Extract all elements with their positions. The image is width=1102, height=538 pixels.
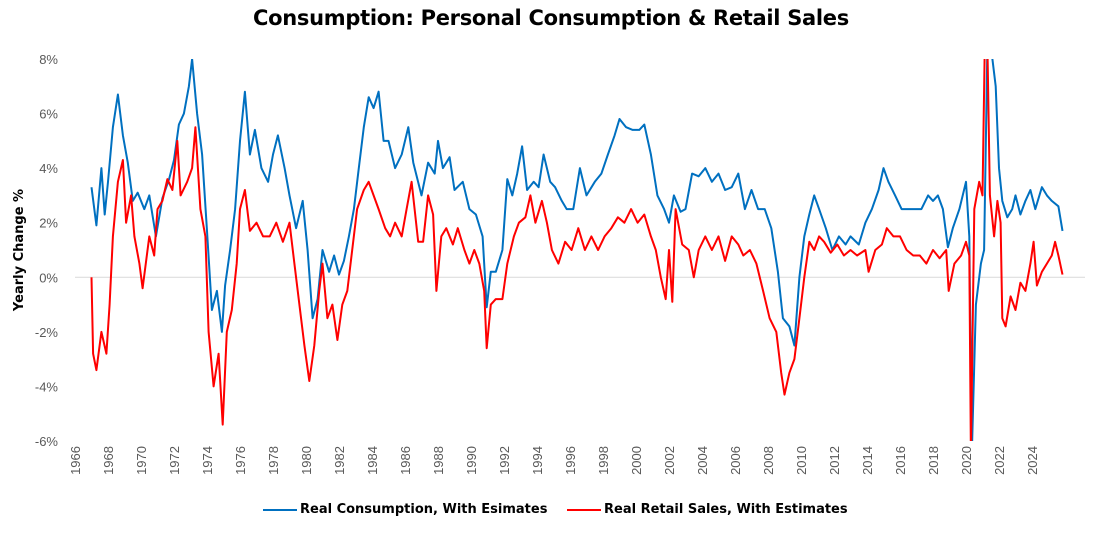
x-tick-label: 1998 [596,446,611,475]
x-tick-label: 2024 [1025,446,1040,475]
y-tick-label: 6% [39,107,58,122]
x-tick-label: 1982 [332,446,347,475]
x-tick-label: 1984 [365,446,380,475]
y-tick-label: 0% [39,270,58,285]
legend-swatch-consumption [263,508,297,511]
series-line-consumption [90,59,1064,441]
x-tick-label: 2022 [992,446,1007,475]
x-tick-label: 2020 [959,446,974,475]
legend-item-retail: Real Retail Sales, With Estimates [567,502,848,517]
x-tick-label: 2008 [761,446,776,475]
x-tick-label: 1968 [101,446,116,475]
x-tick-label: 2018 [926,446,941,475]
x-tick-label: 1990 [464,446,479,475]
x-tick-label: 1988 [431,446,446,475]
y-axis-title: Yearly Change % [12,189,27,312]
y-tick-label: 2% [39,216,58,231]
x-tick-label: 2016 [893,446,908,475]
x-tick-label: 1978 [266,446,281,475]
legend-swatch-retail [567,508,601,511]
x-tick-label: 1996 [563,446,578,475]
legend-label-consumption: Real Consumption, With Esimates [300,502,548,517]
x-tick-label: 2000 [629,446,644,475]
x-tick-label: 2004 [695,446,710,475]
x-tick-label: 1966 [68,446,83,475]
x-tick-label: 1986 [398,446,413,475]
x-tick-label: 2012 [827,446,842,475]
x-tick-label: 1992 [497,446,512,475]
y-tick-label: 4% [39,161,58,176]
x-tick-label: 2002 [662,446,677,475]
x-tick-label: 2010 [794,446,809,475]
x-tick-label: 1980 [299,446,314,475]
x-tick-label: 1976 [233,446,248,475]
y-tick-label: -4% [35,379,59,394]
x-tick-label: 1994 [530,446,545,475]
series-line-retail-sales [90,59,1064,441]
y-tick-label: 8% [39,52,58,67]
legend-item-consumption: Real Consumption, With Esimates [263,502,547,517]
y-tick-label: -2% [35,325,59,340]
legend-label-retail: Real Retail Sales, With Estimates [604,502,848,517]
x-tick-label: 1974 [200,446,215,475]
x-tick-label: 1970 [134,446,149,475]
x-tick-label: 2006 [728,446,743,475]
x-tick-label: 2014 [860,446,875,475]
chart-title: Consumption: Personal Consumption & Reta… [253,6,849,30]
x-tick-label: 1972 [167,446,182,475]
y-tick-label: -6% [35,434,59,449]
